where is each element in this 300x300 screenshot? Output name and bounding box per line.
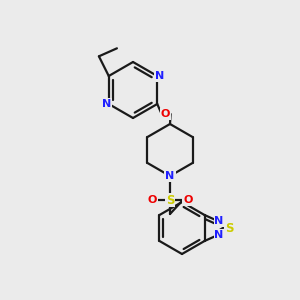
Text: O: O	[161, 109, 170, 119]
Text: O: O	[147, 195, 157, 205]
Text: N: N	[102, 99, 111, 109]
Text: N: N	[165, 171, 175, 181]
Text: O: O	[183, 195, 193, 205]
Text: N: N	[154, 71, 164, 81]
Text: N: N	[214, 230, 224, 239]
Text: N: N	[214, 217, 224, 226]
Text: S: S	[225, 221, 234, 235]
Text: S: S	[166, 194, 174, 206]
